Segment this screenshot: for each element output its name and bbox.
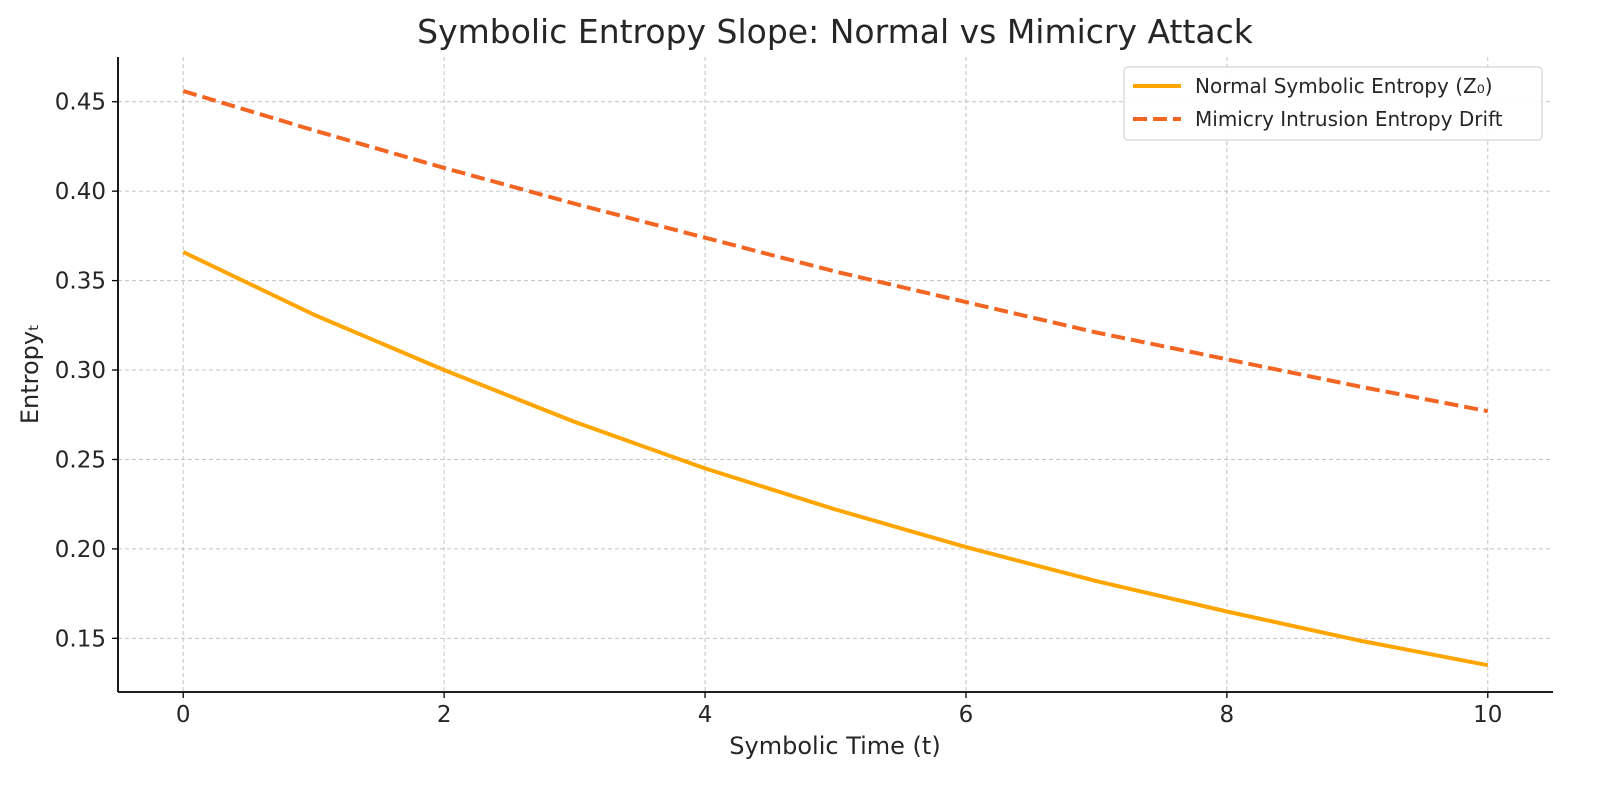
chart-title: Symbolic Entropy Slope: Normal vs Mimicr… xyxy=(417,12,1254,51)
x-axis-label: Symbolic Time (t) xyxy=(729,732,940,760)
x-tick-label: 4 xyxy=(698,702,713,728)
y-tick-label: 0.35 xyxy=(55,269,106,295)
x-tick-label: 10 xyxy=(1473,702,1502,728)
x-tick-label: 6 xyxy=(959,702,974,728)
grid xyxy=(118,57,1553,692)
x-tick-label: 0 xyxy=(176,702,191,728)
legend: Normal Symbolic Entropy (Z₀) Mimicry Int… xyxy=(1123,66,1543,141)
y-tick-label: 0.30 xyxy=(55,358,106,384)
y-axis-label: Entropyₜ xyxy=(16,324,44,424)
x-tick-label: 8 xyxy=(1220,702,1235,728)
ticks: 0 2 4 6 8 10 0.15 0.20 0.25 0.30 0.35 0.40 0.45 xyxy=(55,90,1503,728)
legend-label-normal: Normal Symbolic Entropy (Z₀) xyxy=(1195,74,1493,98)
x-tick-label: 2 xyxy=(437,702,452,728)
y-tick-label: 0.20 xyxy=(55,537,106,563)
y-tick-label: 0.45 xyxy=(55,90,106,116)
legend-box xyxy=(1123,66,1543,141)
series-line-normal xyxy=(182,250,1489,668)
axes xyxy=(117,57,1553,693)
legend-label-mimicry: Mimicry Intrusion Entropy Drift xyxy=(1195,107,1503,131)
y-tick-label: 0.25 xyxy=(55,447,106,473)
y-tick-label: 0.40 xyxy=(55,179,106,205)
series-line-mimicry xyxy=(182,89,1489,414)
y-tick-label: 0.15 xyxy=(55,626,106,652)
series-lines xyxy=(182,89,1489,668)
